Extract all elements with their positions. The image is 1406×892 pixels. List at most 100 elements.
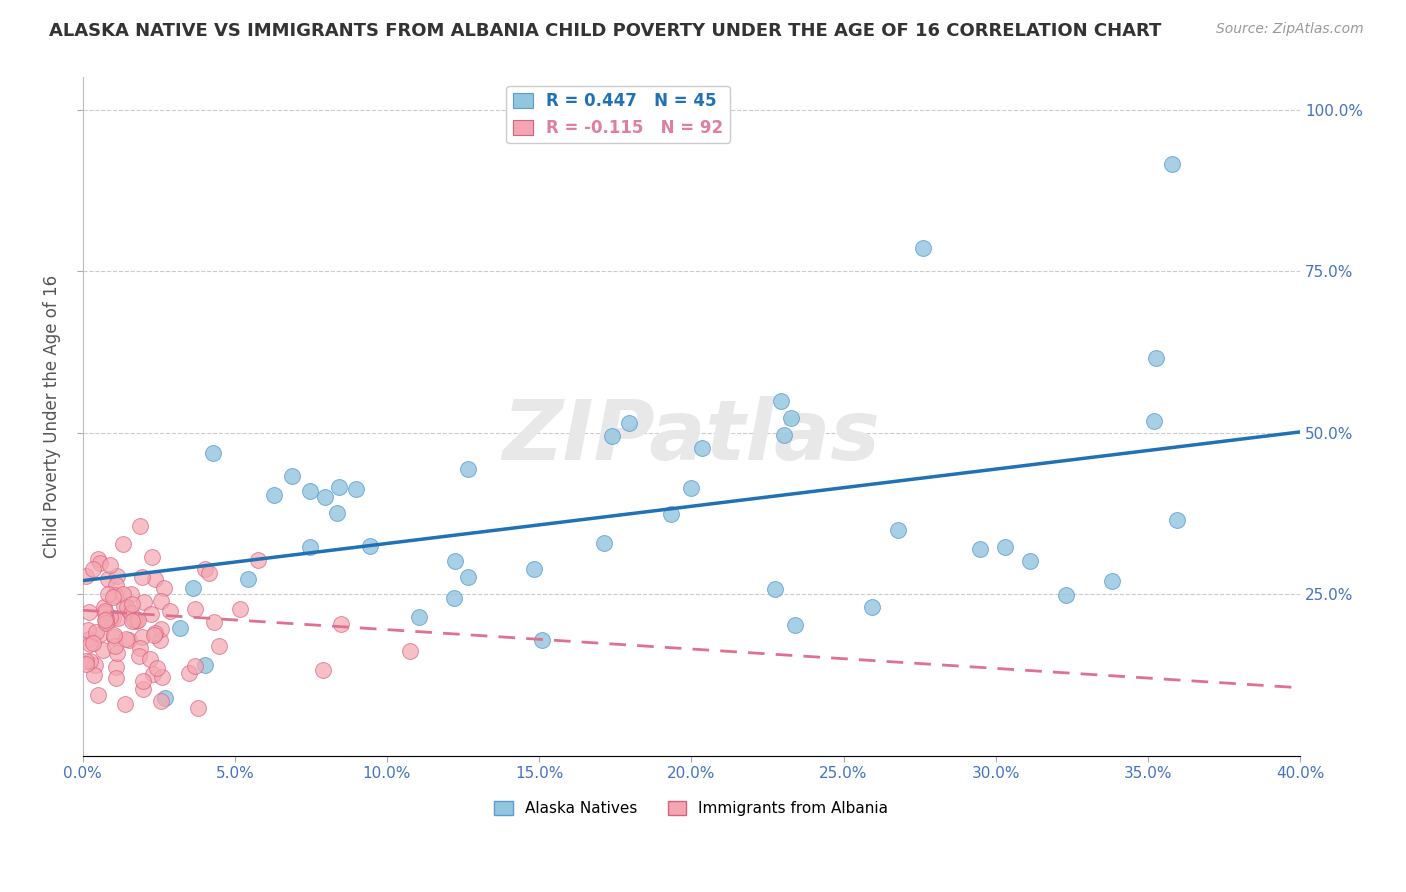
Point: [124, 614, 146, 628]
Point: [101, 611, 124, 625]
Point: [142, 667, 165, 681]
Point: [79, 654, 101, 668]
Point: [169, 621, 191, 635]
Point: [103, 630, 125, 644]
Point: [112, 599, 135, 613]
Point: [143, 628, 166, 642]
Point: [443, 591, 465, 605]
Point: [87, 551, 110, 566]
Point: [129, 518, 152, 533]
Point: [1144, 351, 1167, 365]
Point: [592, 535, 614, 549]
Point: [1166, 513, 1188, 527]
Point: [125, 614, 148, 628]
Point: [181, 581, 204, 595]
Point: [150, 670, 173, 684]
Point: [129, 641, 152, 656]
Point: [912, 241, 935, 255]
Point: [89, 626, 111, 640]
Point: [75, 657, 97, 672]
Point: [105, 646, 128, 660]
Point: [105, 578, 128, 592]
Point: [770, 393, 793, 408]
Point: [344, 482, 367, 496]
Point: [184, 602, 207, 616]
Point: [523, 562, 546, 576]
Point: [111, 586, 134, 600]
Point: [198, 566, 221, 581]
Point: [247, 553, 270, 567]
Point: [1019, 554, 1042, 568]
Point: [105, 671, 128, 685]
Point: [75, 569, 97, 583]
Point: [121, 597, 143, 611]
Point: [779, 410, 801, 425]
Point: [1161, 157, 1184, 171]
Point: [201, 446, 224, 460]
Legend: Alaska Natives, Immigrants from Albania: Alaska Natives, Immigrants from Albania: [488, 796, 894, 822]
Point: [111, 537, 134, 551]
Point: [1143, 414, 1166, 428]
Point: [94, 612, 117, 626]
Point: [408, 609, 430, 624]
Point: [772, 428, 794, 442]
Point: [82, 636, 104, 650]
Point: [120, 587, 142, 601]
Point: [132, 674, 155, 689]
Point: [229, 602, 252, 616]
Point: [104, 639, 127, 653]
Point: [128, 648, 150, 663]
Point: [141, 550, 163, 565]
Point: [149, 633, 172, 648]
Point: [89, 556, 111, 570]
Point: [659, 508, 682, 522]
Point: [969, 541, 991, 556]
Point: [105, 659, 128, 673]
Point: [785, 618, 807, 632]
Point: [326, 506, 349, 520]
Point: [77, 624, 100, 638]
Point: [101, 590, 124, 604]
Point: [107, 610, 129, 624]
Point: [194, 562, 217, 576]
Point: [105, 569, 128, 583]
Point: [312, 663, 335, 677]
Point: [121, 614, 143, 628]
Point: [96, 615, 118, 630]
Point: [77, 606, 100, 620]
Point: [359, 539, 381, 553]
Point: [114, 697, 136, 711]
Point: [860, 600, 883, 615]
Point: [118, 633, 141, 648]
Point: [328, 480, 350, 494]
Text: ALASKA NATIVE VS IMMIGRANTS FROM ALBANIA CHILD POVERTY UNDER THE AGE OF 16 CORRE: ALASKA NATIVE VS IMMIGRANTS FROM ALBANIA…: [49, 22, 1161, 40]
Point: [204, 615, 226, 629]
Point: [179, 666, 201, 681]
Point: [98, 558, 121, 572]
Point: [681, 481, 703, 495]
Point: [187, 701, 209, 715]
Point: [131, 570, 153, 584]
Point: [602, 429, 624, 443]
Point: [994, 541, 1017, 555]
Point: [619, 416, 641, 430]
Point: [692, 441, 714, 455]
Point: [153, 582, 176, 596]
Point: [94, 614, 117, 628]
Point: [887, 523, 910, 537]
Point: [103, 628, 125, 642]
Point: [132, 595, 155, 609]
Point: [131, 630, 153, 644]
Y-axis label: Child Poverty Under the Age of 16: Child Poverty Under the Age of 16: [44, 275, 60, 558]
Point: [457, 570, 479, 584]
Point: [298, 540, 321, 554]
Point: [146, 661, 169, 675]
Point: [84, 657, 107, 672]
Point: [93, 599, 115, 614]
Point: [132, 681, 155, 696]
Point: [77, 632, 100, 646]
Point: [139, 652, 162, 666]
Point: [149, 622, 172, 636]
Point: [117, 599, 139, 614]
Point: [120, 606, 142, 620]
